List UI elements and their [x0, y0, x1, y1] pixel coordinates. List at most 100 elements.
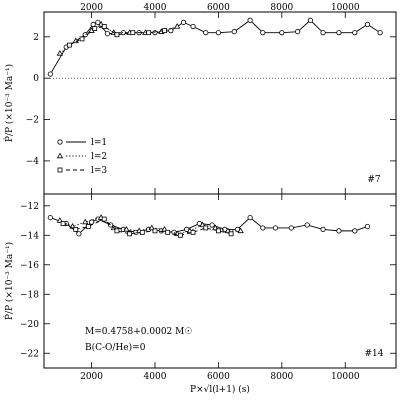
top-xtick-label: 8000 [270, 3, 293, 13]
bottom-data-point-l3 [203, 225, 209, 231]
top-data-point-l1 [260, 30, 266, 36]
top-data-point-l1 [320, 30, 326, 36]
bottom-ytick-label: −16 [20, 261, 39, 271]
bottom-ylabel: Ṗ/P (×10⁻³ Ma⁻¹) [3, 242, 15, 320]
bottom-panel-label: #14 [365, 349, 384, 359]
bottom-data-point-l3 [73, 226, 79, 232]
top-data-point-l1 [279, 30, 285, 36]
annotation-text: B(C-O/He)=0 [85, 342, 146, 353]
bottom-xtick-label: 10000 [331, 372, 360, 382]
top-panel: −4 −2 0 2 2000 4000 6000 8000 10000 Ṗ/P (×10⁻³ Ma… [3, 3, 397, 195]
bottom-data-point-l1 [336, 228, 342, 234]
bottom-xtick-label: 4000 [144, 372, 167, 382]
top-series-line-l2 [59, 23, 178, 54]
bottom-data-point-l2 [237, 227, 244, 234]
bottom-xtick-label: 2000 [80, 372, 103, 382]
legend-label: l=3 [91, 166, 107, 176]
top-data-point-l3 [66, 42, 72, 48]
top-series-line-l1 [49, 19, 381, 75]
bottom-panel: −22 −20 −18 −16 −14 −12 2000 4000 6000 8000 10000 Ṗ… [3, 193, 397, 395]
top-data-point-l2 [56, 49, 64, 56]
top-data-point-l1 [152, 30, 158, 36]
top-xtick-label: 10000 [331, 3, 360, 13]
top-panel-label: #7 [367, 175, 381, 185]
top-ylabel: Ṗ/P (×10⁻³ Ma⁻¹) [3, 64, 15, 142]
top-ytick-label: 0 [33, 74, 39, 84]
bottom-data-point-l1 [304, 222, 310, 228]
top-data-point-l1 [180, 19, 187, 25]
top-data-point-l3 [114, 32, 120, 38]
bottom-data-point-l3 [60, 221, 66, 226]
top-data-point-l3 [101, 24, 107, 29]
bottom-data-point-l1 [288, 225, 294, 231]
bottom-xtick-label: 6000 [207, 372, 230, 382]
bottom-data-point-l1 [352, 228, 358, 234]
top-data-point-l1 [120, 30, 126, 36]
legend-label: l=2 [91, 152, 107, 162]
top-data-point-l2 [174, 23, 181, 29]
top-data-point-l1 [168, 28, 174, 34]
bottom-data-point-l1 [272, 225, 279, 231]
bottom-data-point-l3 [114, 228, 120, 234]
top-data-point-l1 [352, 30, 358, 36]
bottom-data-point-l2 [82, 218, 89, 225]
bottom-data-point-l3 [165, 229, 171, 235]
annotation-text: M=0.4758+0.0002 M☉ [85, 327, 192, 337]
bottom-data-point-l3 [228, 231, 234, 237]
bottom-data-point-l1 [320, 226, 326, 232]
bottom-data-point-l3 [139, 229, 145, 235]
legend-label: l=1 [91, 138, 107, 148]
bottom-data-point-l3 [127, 231, 133, 237]
bottom-data-point-l3 [101, 216, 107, 222]
bottom-data-point-l1 [209, 222, 215, 228]
top-data-point-l1 [307, 17, 313, 23]
top-xtick-label: 4000 [144, 3, 167, 13]
bottom-xtick-label: 8000 [270, 372, 293, 382]
top-data-point-l1 [336, 30, 342, 36]
bottom-data-point-l2 [123, 225, 130, 232]
bottom-ytick-label: −18 [20, 290, 39, 300]
bottom-data-point-l1 [47, 214, 53, 221]
bottom-ytick-label: −20 [20, 320, 39, 330]
top-data-point-l1 [377, 30, 383, 36]
top-data-point-l1 [364, 21, 371, 28]
legend-marker [57, 167, 63, 173]
bottom-ytick-label: −14 [20, 231, 39, 241]
top-data-point-l1 [247, 17, 253, 23]
bottom-data-point-l1 [364, 223, 371, 230]
bottom-ytick-label: −22 [20, 349, 39, 359]
bottom-data-point-l3 [85, 224, 91, 229]
top-data-point-l1 [295, 29, 301, 35]
top-data-point-l1 [95, 19, 101, 25]
bottom-data-point-l3 [152, 228, 158, 234]
top-data-point-l1 [104, 31, 111, 37]
bottom-panel-frame [43, 193, 397, 369]
top-xtick-label: 6000 [207, 3, 230, 13]
top-ytick-label: 2 [33, 33, 39, 43]
bottom-data-point-l1 [76, 231, 82, 237]
bottom-data-point-l3 [177, 232, 183, 238]
bottom-series-line-l2 [59, 217, 241, 235]
bottom-data-point-l1 [247, 214, 253, 221]
x-axis-label: P×√l(l+1) (s) [190, 384, 250, 395]
top-data-point-l1 [190, 23, 196, 30]
top-data-point-l3 [130, 30, 136, 36]
top-data-point-l3 [79, 36, 85, 42]
top-data-point-l1 [203, 30, 209, 36]
legend-marker [56, 152, 64, 159]
top-data-point-l3 [146, 30, 152, 36]
bottom-data-point-l3 [216, 228, 221, 234]
top-data-point-l3 [92, 26, 98, 31]
bottom-data-point-l3 [190, 229, 196, 235]
bottom-data-point-l1 [260, 225, 266, 231]
top-data-point-l1 [231, 29, 237, 35]
top-data-point-l1 [90, 21, 96, 28]
top-ytick-label: −4 [26, 157, 40, 167]
top-data-point-l3 [162, 28, 167, 34]
legend-marker [57, 139, 63, 145]
top-xtick-label: 2000 [80, 3, 103, 13]
top-ytick-label: −2 [26, 116, 39, 126]
bottom-ytick-label: −12 [20, 202, 39, 212]
top-data-point-l1 [215, 30, 222, 36]
